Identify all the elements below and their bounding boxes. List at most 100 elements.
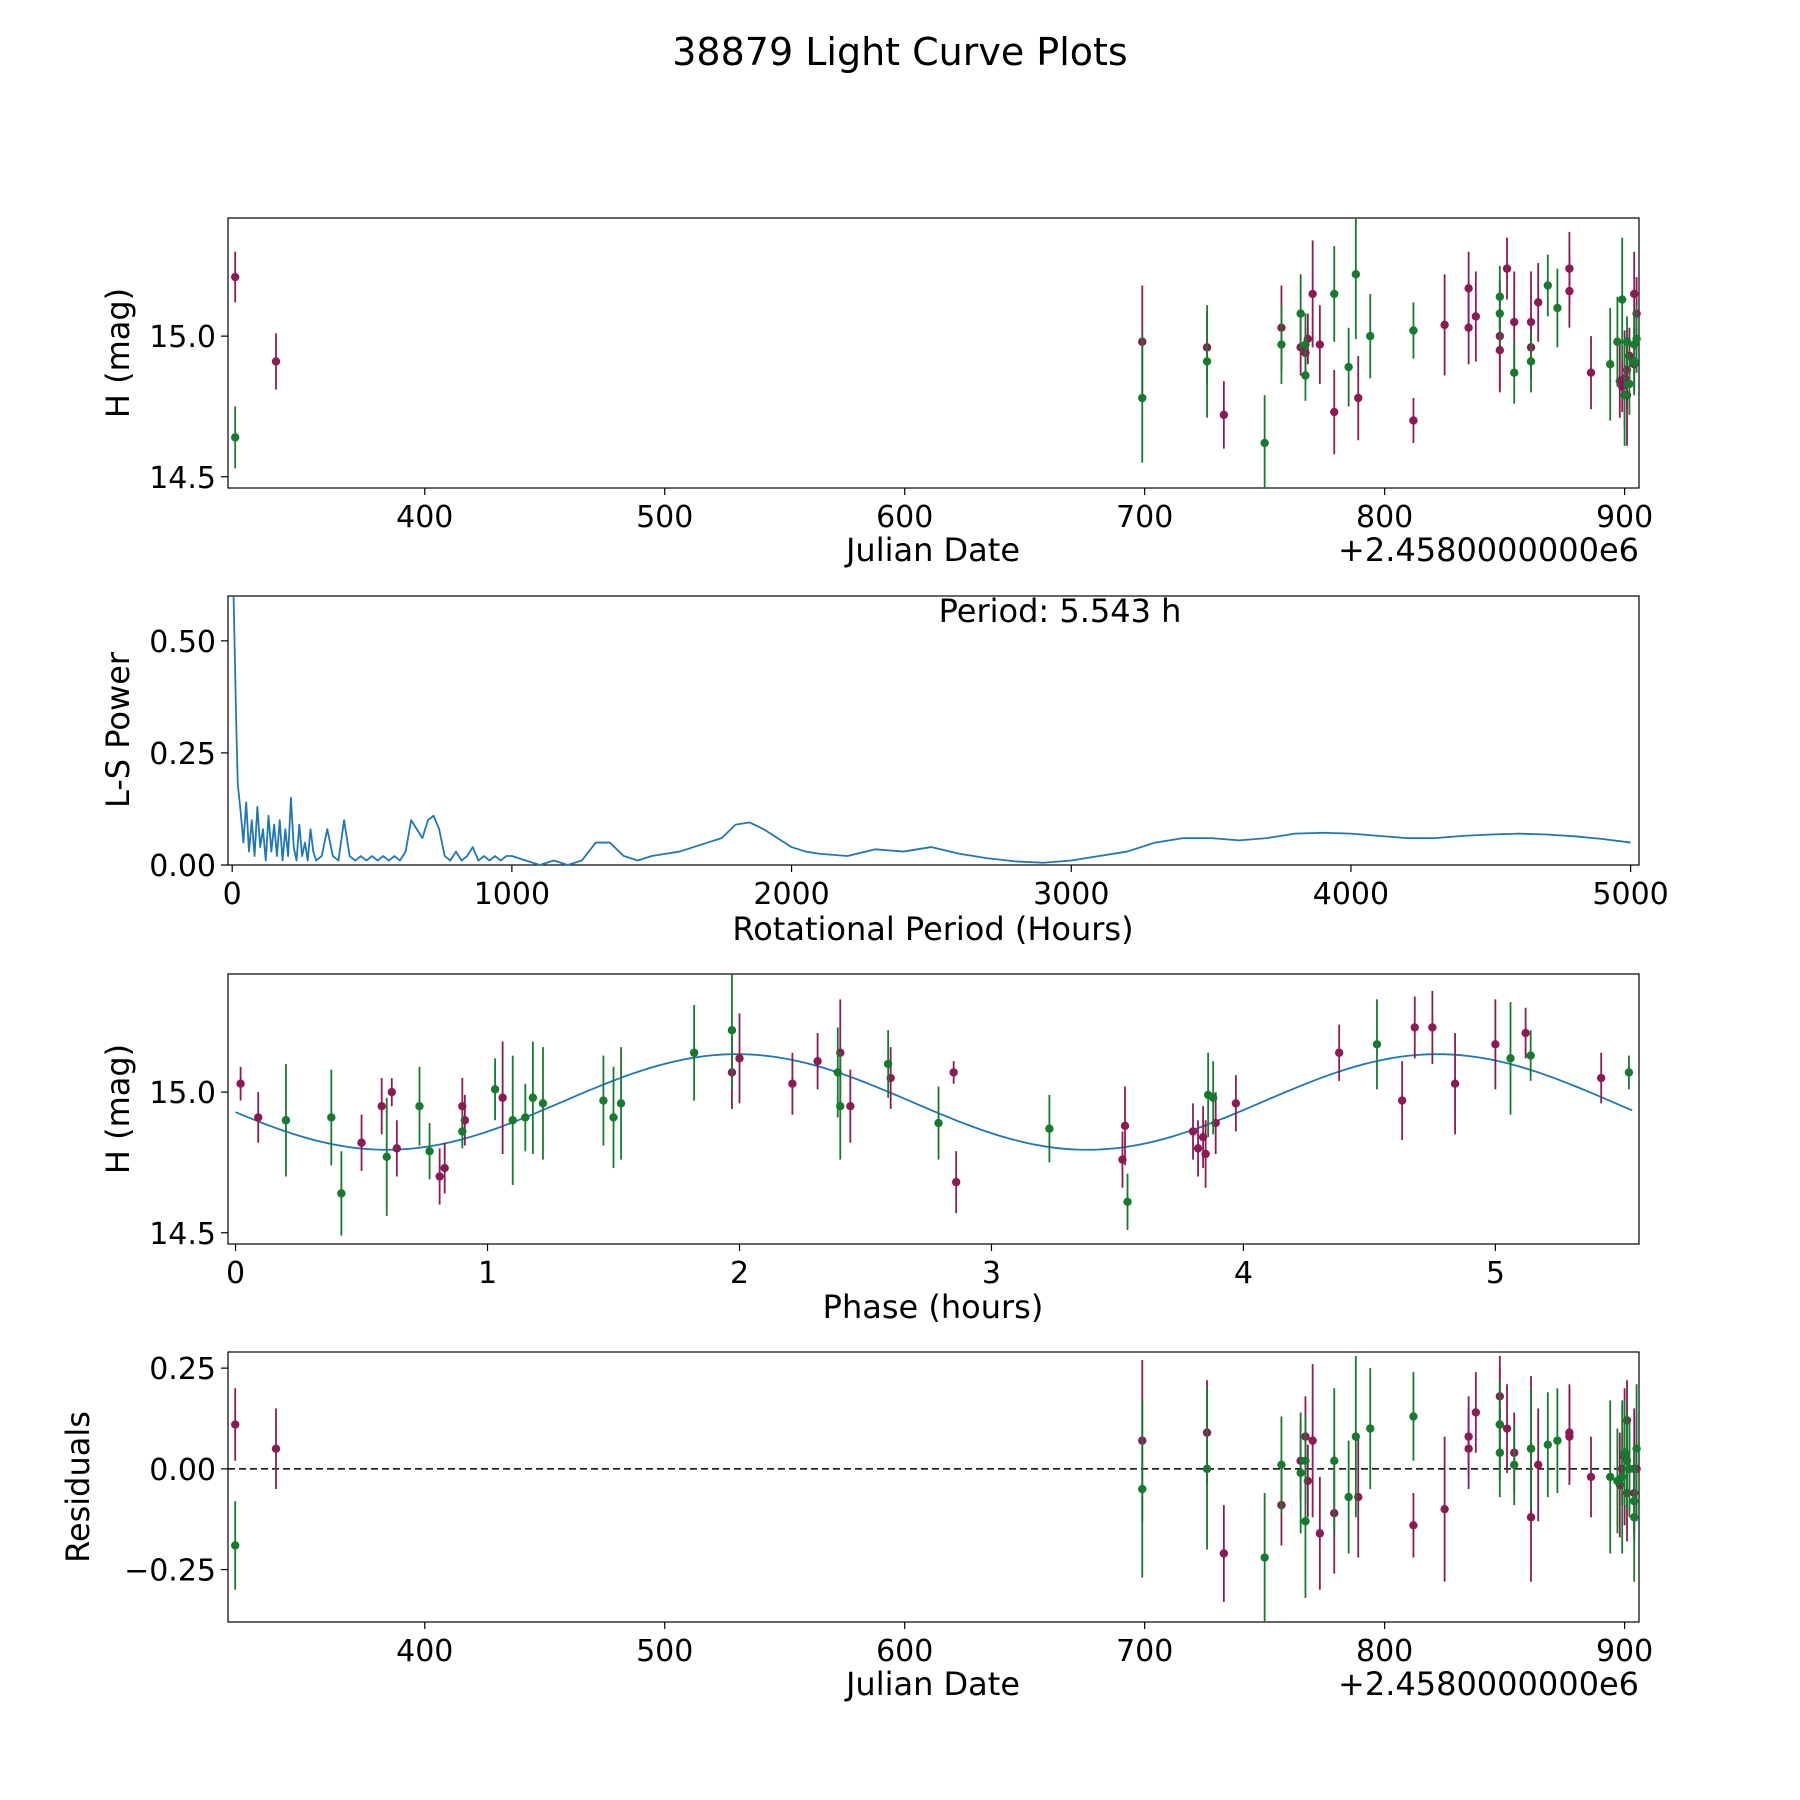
lightcurve-purple-point [1308, 289, 1317, 299]
residuals-green-point [1366, 1424, 1375, 1433]
periodogram-power-line [232, 595, 1631, 866]
residuals-x-tick-label: 700 [1116, 1634, 1173, 1669]
residuals-marks [228, 1356, 1641, 1622]
phase-purple-point [1231, 1099, 1241, 1108]
phase-green-point [490, 1085, 500, 1094]
lightcurve-purple-point [1354, 393, 1363, 403]
residuals-purple-point [1219, 1549, 1229, 1558]
phase-purple-point [1491, 1040, 1500, 1049]
lightcurve-ticks: 400 500 600 700 800 900 14.5 15.0 [149, 320, 1653, 535]
residuals-green-point [1138, 1484, 1147, 1494]
phase-purple-point [387, 1087, 396, 1097]
periodogram-y-tick-label: 0.50 [149, 625, 216, 660]
phase-green-point [727, 1026, 737, 1035]
lightcurve-purple-point [1534, 298, 1543, 307]
phase-green-point [508, 1116, 517, 1125]
lightcurve-marks [230, 218, 1641, 488]
phase-green-point [934, 1118, 943, 1128]
phase-green-point [1624, 1068, 1634, 1077]
residuals-panel: 400 500 600 700 800 900 −0.25 0.00 0.25 Julian D… [59, 1351, 1653, 1703]
phase-green-point [883, 1059, 893, 1069]
phase-x-tick-label: 2 [730, 1256, 749, 1291]
phase-purple-point [949, 1068, 958, 1077]
phase-purple-point [951, 1177, 961, 1187]
residuals-x-label: Julian Date [844, 1665, 1020, 1703]
lightcurve-green-point [1622, 337, 1632, 346]
periodogram-ticks: 0 1000 2000 3000 4000 5000 0.00 0.25 0.50 [149, 625, 1669, 912]
phase-green-point [521, 1113, 530, 1122]
lightcurve-purple-point [1586, 368, 1596, 377]
lightcurve-green-point [1277, 340, 1286, 349]
periodogram-axes-frame [227, 595, 1640, 866]
residuals-purple-point [1586, 1472, 1596, 1482]
residuals-green-point [1409, 1412, 1418, 1421]
lightcurve-green-point [1301, 340, 1310, 349]
phase-ticks: 0 1 2 3 4 5 14.5 15.0 [149, 1076, 1505, 1291]
lightcurve-green-point [1344, 362, 1353, 372]
phase-purple-point [1188, 1127, 1198, 1136]
residuals-green-point [1277, 1460, 1286, 1470]
phase-purple-point [1521, 1028, 1530, 1038]
lightcurve-purple-point [1526, 317, 1536, 327]
lightcurve-purple-point [1409, 416, 1418, 425]
phase-purple-point [1201, 1149, 1210, 1159]
lightcurve-y-label: H (mag) [99, 288, 137, 418]
phase-axes-frame [227, 973, 1640, 1245]
lightcurve-green-point [230, 433, 240, 442]
residuals-green-point [1296, 1468, 1305, 1478]
lightcurve-x-tick-label: 700 [1116, 500, 1173, 535]
residuals-green-point [1606, 1472, 1615, 1482]
phase-purple-point [1334, 1048, 1344, 1057]
phase-green-point [538, 1099, 548, 1108]
lightcurve-green-point [1351, 270, 1361, 279]
residuals-x-tick-label: 400 [396, 1634, 453, 1669]
lightcurve-green-point [1260, 438, 1269, 448]
phase-x-tick-label: 5 [1486, 1256, 1505, 1291]
residuals-green-point [1301, 1517, 1310, 1526]
periodogram-x-tick-label: 4000 [1313, 877, 1389, 912]
phase-panel: 0 1 2 3 4 5 14.5 15.0 Phase (hours) H (mag) [99, 973, 1640, 1326]
phase-purple-point [357, 1138, 366, 1147]
lightcurve-green-point [1620, 390, 1629, 400]
phase-x-label: Phase (hours) [823, 1288, 1044, 1326]
phase-purple-point [1120, 1121, 1130, 1131]
residuals-purple-point [230, 1420, 240, 1429]
residuals-green-point [1625, 1464, 1634, 1474]
lightcurve-green-point [1330, 289, 1339, 299]
lightcurve-purple-point [271, 357, 281, 366]
periodogram-y-label: L-S Power [99, 651, 137, 808]
residuals-y-label: Residuals [59, 1411, 97, 1563]
phase-purple-point [435, 1172, 444, 1181]
phase-x-tick-label: 0 [226, 1256, 245, 1291]
lightcurve-purple-point [1464, 284, 1473, 293]
lightcurve-purple-point [1502, 264, 1512, 273]
residuals-green-point [1526, 1444, 1536, 1453]
residuals-purple-point [1440, 1504, 1449, 1514]
phase-x-tick-label: 1 [478, 1256, 497, 1291]
phase-y-tick-label: 15.0 [149, 1076, 216, 1111]
lightcurve-x-tick-label: 900 [1596, 500, 1653, 535]
phase-green-point [528, 1093, 538, 1102]
phase-green-point [337, 1189, 346, 1198]
phase-purple-point [735, 1054, 744, 1063]
residuals-x-tick-label: 600 [876, 1634, 933, 1669]
residuals-y-tick-label: −0.25 [124, 1554, 216, 1589]
lightcurve-x-tick-label: 400 [396, 500, 453, 535]
phase-purple-point [236, 1079, 245, 1088]
phase-purple-point [846, 1101, 855, 1111]
residuals-x-tick-label: 900 [1596, 1634, 1653, 1669]
periodogram-marks [232, 595, 1631, 866]
phase-purple-point [1428, 1023, 1437, 1032]
phase-green-point [1123, 1197, 1132, 1207]
periodogram-x-tick-label: 5000 [1592, 877, 1668, 912]
periodogram-x-tick-label: 1000 [474, 877, 550, 912]
periodogram-annotation: Period: 5.543 h [939, 592, 1182, 630]
phase-purple-point [1397, 1096, 1407, 1105]
lightcurve-green-point [1510, 368, 1519, 377]
periodogram-x-label: Rotational Period (Hours) [732, 910, 1133, 948]
phase-x-tick-label: 4 [1234, 1256, 1253, 1291]
residuals-purple-point [1471, 1408, 1481, 1417]
residuals-green-point [230, 1541, 240, 1550]
phase-green-point [836, 1101, 845, 1111]
residuals-green-point [1553, 1436, 1562, 1445]
